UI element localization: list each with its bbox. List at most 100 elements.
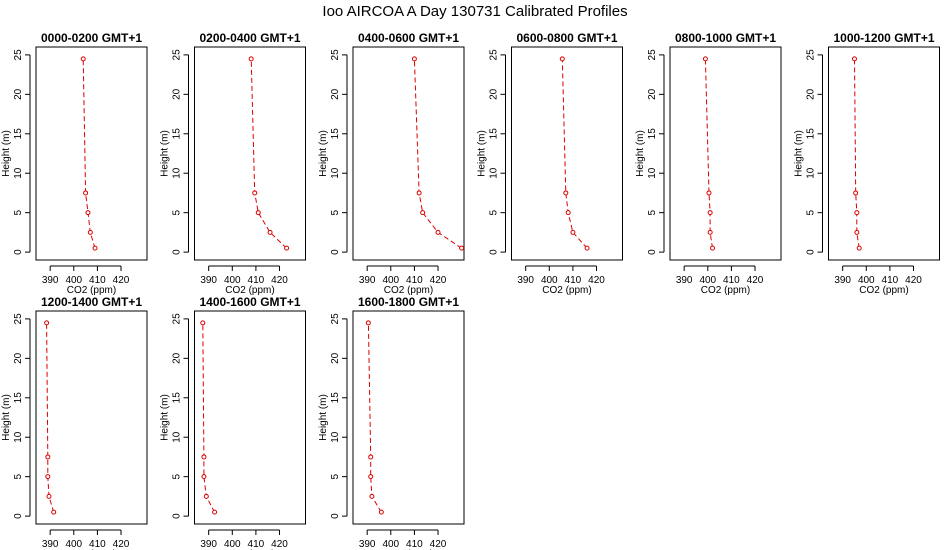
y-tick-label: 25 [489,49,500,61]
data-point [565,210,571,216]
y-tick-label: 10 [489,167,500,179]
y-tick-label: 10 [647,167,658,179]
panel-title: 1400-1600 GMT+1 [199,295,300,309]
data-point [201,474,207,480]
y-tick-label: 0 [647,249,658,255]
x-tick-label: 420 [588,275,605,286]
y-tick-label: 25 [330,49,341,61]
y-tick-label: 0 [13,513,24,519]
profile-panel: 1600-1800 GMT+1 0 5 10 15 20 25 Height (m) 390 40… [318,295,465,550]
data-point [284,245,290,251]
y-axis-label: Height (m) [318,130,329,177]
y-tick-label: 5 [330,209,341,215]
x-tick-label: 410 [723,275,740,286]
panel-title: 0600-0800 GMT+1 [516,31,617,45]
y-tick-label: 20 [330,88,341,100]
y-tick-label: 10 [330,167,341,179]
x-tick-label: 400 [858,275,875,286]
y-tick-label: 25 [647,49,658,61]
x-tick-label: 400 [382,275,399,286]
profile-line [561,58,588,249]
y-tick-label: 10 [172,431,183,443]
data-point [856,245,862,251]
y-tick-label: 25 [172,313,183,325]
y-tick-label: 15 [13,392,24,404]
data-point [368,474,374,480]
data-point [46,493,52,499]
panel-title: 1200-1400 GMT+1 [41,295,142,309]
data-point [83,190,89,196]
y-tick-label: 20 [13,88,24,100]
x-tick-label: 400 [65,539,82,550]
profile-line [82,58,96,249]
profile-panel: 1400-1600 GMT+1 0 5 10 15 20 25 Height (m) 390 40… [160,295,306,550]
data-point [420,210,426,216]
y-axis-label: Height (m) [318,394,329,441]
y-tick-label: 0 [330,513,341,519]
figure-title: Ioo AIRCOA A Day 130731 Calibrated Profi… [322,3,627,20]
y-tick-label: 25 [13,49,24,61]
data-point [267,229,273,235]
y-axis-label: Height (m) [160,130,171,177]
x-axis-label: CO2 (ppm) [67,285,116,296]
data-point [45,474,51,480]
panel-title: 1600-1800 GMT+1 [358,295,459,309]
data-point [85,210,91,216]
x-tick-label: 420 [271,539,288,550]
y-axis-label: Height (m) [794,130,805,177]
x-tick-label: 420 [271,275,288,286]
data-point [248,56,254,62]
x-tick-label: 400 [65,275,82,286]
profile-panel: 0200-0400 GMT+1 0 5 10 15 20 25 Height (m) 390 40… [160,31,306,296]
y-tick-label: 5 [172,473,183,479]
y-axis-label: Height (m) [160,394,171,441]
data-point [707,229,713,235]
data-point [212,509,218,515]
plot-frame [194,46,306,261]
y-tick-label: 25 [806,49,817,61]
data-point [570,229,576,235]
y-tick-label: 10 [806,167,817,179]
y-tick-label: 5 [647,209,658,215]
y-tick-label: 15 [13,128,24,140]
data-point [559,56,565,62]
x-tick-label: 420 [430,275,447,286]
data-point [853,190,859,196]
x-tick-label: 410 [406,275,423,286]
data-point [87,229,93,235]
x-tick-label: 410 [406,539,423,550]
y-tick-label: 5 [172,209,183,215]
y-tick-label: 5 [806,209,817,215]
y-tick-label: 10 [13,431,24,443]
panel-title: 0800-1000 GMT+1 [675,31,776,45]
y-tick-label: 10 [172,167,183,179]
profile-panel: 0000-0200 GMT+1 0 5 10 15 20 25 Height (m) 390 40… [1,31,148,296]
panel-title: 0000-0200 GMT+1 [41,31,142,45]
x-axis-label: CO2 (ppm) [225,285,274,296]
data-point [255,210,261,216]
y-tick-label: 0 [489,249,500,255]
y-tick-label: 20 [806,88,817,100]
plot-frame [511,46,623,261]
y-axis-label: Height (m) [1,130,12,177]
y-tick-label: 20 [13,352,24,364]
y-tick-label: 0 [172,249,183,255]
y-tick-label: 5 [489,209,500,215]
y-tick-label: 25 [172,49,183,61]
profile-line [413,58,462,249]
x-axis-label: CO2 (ppm) [859,285,908,296]
data-point [252,190,258,196]
data-point [416,190,422,196]
y-tick-label: 25 [330,313,341,325]
plot-frame [352,46,465,261]
plot-frame [35,310,148,525]
x-tick-label: 390 [359,275,376,286]
y-tick-label: 5 [13,473,24,479]
data-point [368,454,374,460]
y-tick-label: 15 [806,128,817,140]
data-point [365,320,371,326]
x-tick-label: 390 [676,275,693,286]
x-tick-label: 420 [905,275,922,286]
y-tick-label: 15 [172,128,183,140]
